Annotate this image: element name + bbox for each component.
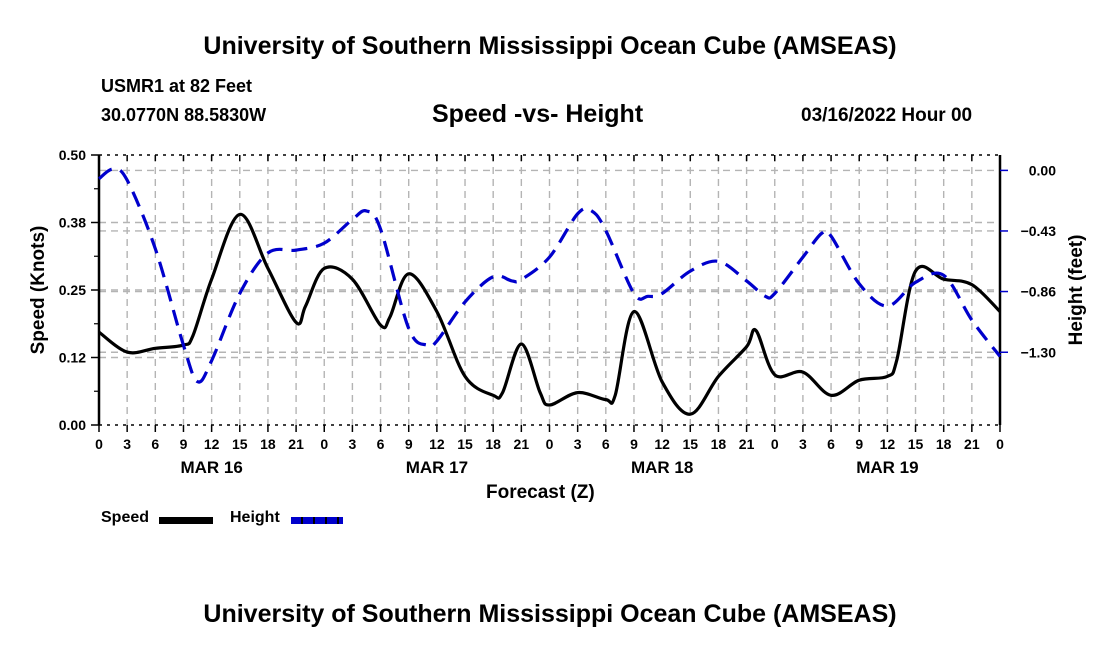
x-tick-label: 3 [123, 436, 131, 452]
y2-tick-label: −1.30 [1021, 344, 1057, 360]
x-tick-label: 18 [485, 436, 501, 452]
legend-label-height: Height [230, 509, 280, 526]
chart-subtitle: Speed -vs- Height [432, 100, 644, 128]
x-tick-label: 0 [95, 436, 103, 452]
coordinates-label: 30.0770N 88.5830W [101, 105, 267, 125]
x-tick-label: 12 [880, 436, 896, 452]
x-tick-label: 9 [630, 436, 638, 452]
y-tick-label: 0.50 [59, 147, 86, 163]
y-tick-label: 0.38 [59, 215, 86, 231]
x-axis-label: Forecast (Z) [486, 482, 595, 503]
date-label: MAR 18 [631, 458, 693, 477]
x-tick-label: 12 [654, 436, 670, 452]
x-tick-label: 6 [602, 436, 610, 452]
x-tick-label: 6 [151, 436, 159, 452]
x-tick-label: 18 [260, 436, 276, 452]
y-tick-label: 0.25 [59, 282, 86, 298]
station-label: USMR1 at 82 Feet [101, 76, 253, 96]
date-label: MAR 16 [180, 458, 242, 477]
x-tick-label: 9 [855, 436, 863, 452]
series-line-speed [98, 212, 1002, 416]
x-tick-label: 18 [711, 436, 727, 452]
y-tick-label: 0.12 [59, 350, 86, 366]
legend-swatch-height [291, 517, 343, 524]
x-tick-label: 15 [232, 436, 248, 452]
legend-label-speed: Speed [101, 509, 150, 526]
x-tick-label: 15 [908, 436, 924, 452]
x-tick-label: 9 [405, 436, 413, 452]
y2-axis-label: Height (feet) [1066, 235, 1087, 346]
x-tick-label: 6 [827, 436, 835, 452]
x-tick-label: 3 [574, 436, 582, 452]
x-tick-label: 21 [739, 436, 755, 452]
x-tick-label: 0 [546, 436, 554, 452]
series-line-height [97, 167, 1002, 384]
x-tick-label: 0 [996, 436, 1004, 452]
x-tick-label: 15 [682, 436, 698, 452]
x-tick-label: 21 [964, 436, 980, 452]
series-group [97, 167, 1002, 416]
x-tick-label: 18 [936, 436, 952, 452]
x-tick-label: 6 [377, 436, 385, 452]
legend-swatch-speed [159, 517, 213, 524]
x-tick-label: 21 [288, 436, 304, 452]
datetime-label: 03/16/2022 Hour 00 [801, 105, 973, 126]
x-tick-label: 15 [457, 436, 473, 452]
x-tick-label: 21 [514, 436, 530, 452]
y2-tick-label: −0.43 [1021, 223, 1057, 239]
footer-title: University of Southern Mississippi Ocean… [203, 600, 897, 628]
x-tick-label: 0 [771, 436, 779, 452]
y2-tick-label: −0.86 [1021, 284, 1057, 300]
axes: 0 3 6 9 12 15 18 21 0 3 6 9 12 15 18 21 0 3 6 9 12 15 18 21 0 3 6 9… [59, 147, 1056, 477]
y-tick-label: 0.00 [59, 417, 86, 433]
x-tick-label: 0 [320, 436, 328, 452]
grid [99, 155, 1000, 425]
date-label: MAR 17 [406, 458, 468, 477]
main-title: University of Southern Mississippi Ocean… [203, 32, 897, 60]
x-tick-label: 12 [429, 436, 445, 452]
date-label: MAR 19 [856, 458, 918, 477]
y-axis-label: Speed (Knots) [28, 226, 49, 355]
y2-tick-label: 0.00 [1029, 162, 1056, 178]
x-tick-label: 12 [204, 436, 220, 452]
x-tick-label: 9 [180, 436, 188, 452]
x-tick-label: 3 [349, 436, 357, 452]
x-tick-label: 3 [799, 436, 807, 452]
